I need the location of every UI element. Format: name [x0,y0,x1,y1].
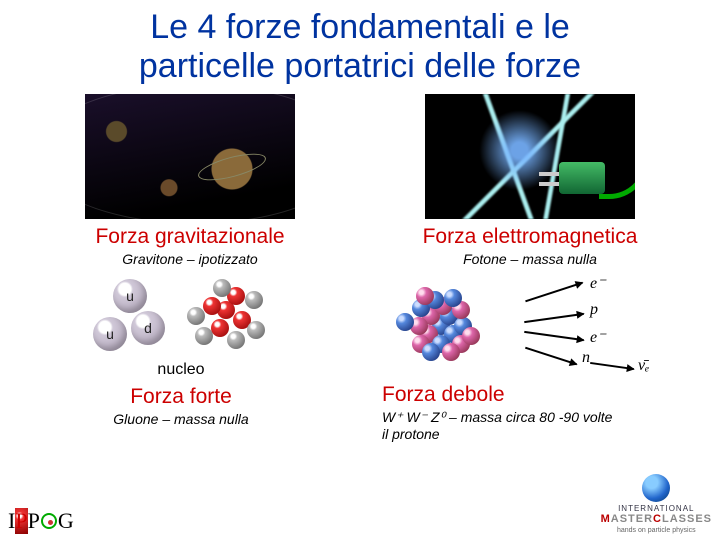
decay-e-top: e⁻ [590,273,606,293]
decay-nu: ν̄ₑ [638,357,649,375]
nucleus-icon: /*noop*/ [382,277,502,377]
weak-cell: /*noop*/ [362,277,680,442]
em-name: Forza elettromagnetica [423,225,638,249]
solar-system-icon [85,94,295,219]
em-cell: Forza elettromagnetica Fotone – massa nu… [380,94,680,267]
forces-bottom-row: u u d nucleo Forza forte Gluone – massa … [0,267,720,442]
decay-e: e⁻ [590,327,606,347]
decay-p: p [590,301,598,319]
decay-n: n [582,349,590,367]
slide-title: Le 4 forze fondamentali e le particelle … [0,0,720,86]
ippog-logo: IPP G [8,508,74,534]
mc-top: INTERNATIONAL [601,504,712,513]
nucleo-label: nucleo [157,361,204,379]
weak-carrier: W⁺ W⁻ Z⁰ – massa circa 80 -90 volte il p… [382,409,622,442]
title-line-2: particelle portatrici delle forze [139,47,581,85]
quark-u1: u [113,279,147,313]
gravity-name: Forza gravitazionale [95,225,284,249]
quarks-icon: u u d [89,277,169,357]
strong-images: u u d [89,277,273,357]
em-carrier: Fotone – massa nulla [463,251,597,267]
gravity-cell: Forza gravitazionale Gravitone – ipotizz… [40,94,340,267]
mc-sub: hands on particle physics [601,527,712,534]
strong-carrier: Gluone – massa nulla [113,411,248,427]
beta-decay-icon: e⁻ p e⁻ n ν̄ₑ [520,277,680,377]
title-line-1: Le 4 forze fondamentali e le [150,8,570,46]
lightning-plug-icon [425,94,635,219]
molecule-icon [183,277,273,357]
quark-u2: u [93,317,127,351]
quark-d: d [131,311,165,345]
mc-main: MASTERCLASSES [601,513,712,525]
weak-name: Forza debole [382,383,505,407]
globe-icon [642,474,670,502]
gravity-carrier: Gravitone – ipotizzato [122,251,257,267]
weak-images: /*noop*/ [382,277,680,377]
gravity-image [85,94,295,219]
em-image [425,94,635,219]
strong-name: Forza forte [130,385,232,409]
strong-cell: u u d nucleo Forza forte Gluone – massa … [40,277,322,442]
masterclasses-logo: INTERNATIONAL MASTERCLASSES hands on par… [601,474,712,534]
forces-top-row: Forza gravitazionale Gravitone – ipotizz… [0,86,720,267]
